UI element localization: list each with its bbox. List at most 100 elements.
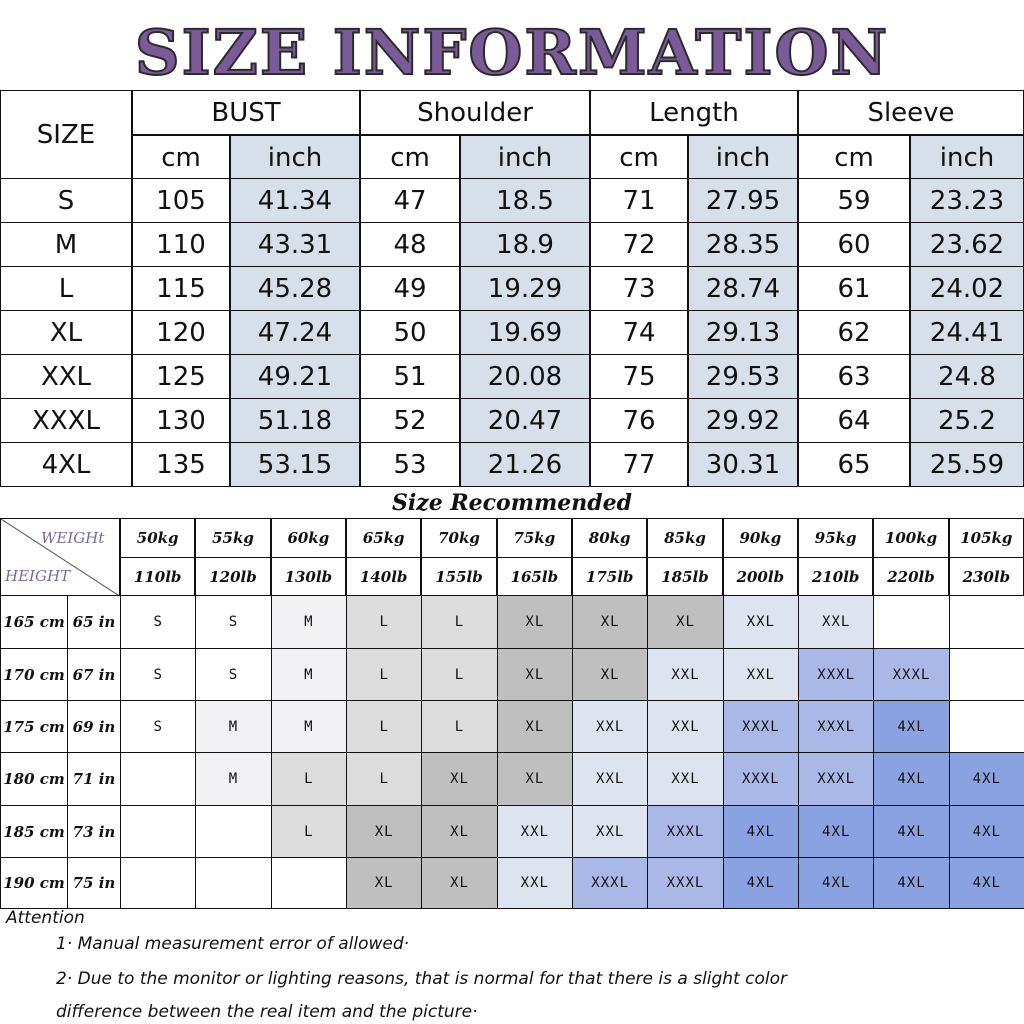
unit-header: cm: [798, 135, 910, 180]
recommended-size: XXXL: [798, 752, 875, 806]
recommended-size: 4XL: [873, 857, 950, 909]
recommended-size: S: [120, 648, 197, 701]
unit-header: inch: [460, 135, 590, 180]
recommended-size: L: [270, 805, 347, 858]
recommended-size: XL: [421, 857, 498, 909]
measurement: 130: [132, 398, 230, 443]
corner-diagonal: [1, 519, 121, 597]
attention-note: 1· Manual measurement error of allowed·: [56, 934, 410, 954]
measurement: 71: [590, 178, 688, 223]
recommended-size: M: [195, 752, 272, 806]
weight-lb: 200lb: [722, 557, 798, 596]
height-label: HEIGHT: [5, 567, 71, 585]
recommended-size: 4XL: [948, 805, 1024, 858]
recommended-size: [195, 857, 272, 909]
measurement: 49: [360, 266, 460, 311]
measurement: 51: [360, 354, 460, 399]
measurement: 53: [360, 442, 460, 487]
height-in: 71 in: [67, 752, 121, 806]
recommended-size: XXL: [572, 752, 649, 806]
group-header: Length: [590, 90, 798, 135]
recommended-size: XXXL: [722, 752, 799, 806]
recommended-size: L: [421, 700, 498, 753]
recommended-size: 4XL: [722, 805, 799, 858]
recommended-size: M: [270, 648, 347, 701]
measurement: 120: [132, 310, 230, 355]
measurement: 21.26: [460, 442, 590, 487]
measurement: 62: [798, 310, 910, 355]
unit-header: inch: [910, 135, 1024, 180]
weight-lb: 140lb: [346, 557, 422, 596]
measurement: 28.35: [688, 222, 798, 267]
weight-kg: 85kg: [647, 518, 723, 558]
unit-header: cm: [132, 135, 230, 180]
recommended-size: XXXL: [722, 700, 799, 753]
recommended-size: 4XL: [873, 805, 950, 858]
attention-note: difference between the real item and the…: [56, 1002, 478, 1022]
recommended-size: XL: [647, 595, 724, 649]
recommended-size: S: [120, 595, 197, 649]
recommended-size: S: [120, 700, 197, 753]
measurement: 18.5: [460, 178, 590, 223]
recommended-size: XL: [572, 595, 649, 649]
height-in: 69 in: [67, 700, 121, 753]
size-label: XXXL: [0, 398, 132, 443]
group-header: Sleeve: [798, 90, 1024, 135]
weight-label: WEIGHt: [41, 529, 105, 547]
unit-header: inch: [230, 135, 360, 180]
recommended-size: XXL: [496, 805, 573, 858]
recommended-size: XXXL: [647, 857, 724, 909]
measurement: 27.95: [688, 178, 798, 223]
recommended-size: [948, 595, 1024, 649]
recommended-size: XL: [496, 595, 573, 649]
measurement: 28.74: [688, 266, 798, 311]
recommended-size: 4XL: [948, 857, 1024, 909]
measurement: 25.2: [910, 398, 1024, 443]
recommended-size: XXXL: [572, 857, 649, 909]
height-cm: 165 cm: [0, 595, 68, 649]
recommended-size: XL: [496, 700, 573, 753]
recommended-size: M: [195, 700, 272, 753]
recommended-size: [873, 595, 950, 649]
recommended-size: XL: [421, 752, 498, 806]
recommended-size: [948, 700, 1024, 753]
size-header: SIZE: [0, 90, 132, 180]
weight-lb: 210lb: [798, 557, 874, 596]
measurement: 23.23: [910, 178, 1024, 223]
recommended-size: 4XL: [873, 752, 950, 806]
measurement: 51.18: [230, 398, 360, 443]
recommended-size: [948, 648, 1024, 701]
measurement: 74: [590, 310, 688, 355]
recommended-size: XXXL: [873, 648, 950, 701]
recommended-size: M: [270, 700, 347, 753]
weight-kg: 75kg: [496, 518, 572, 558]
recommended-size: XL: [496, 648, 573, 701]
measurement: 25.59: [910, 442, 1024, 487]
unit-header: cm: [360, 135, 460, 180]
weight-kg: 70kg: [421, 518, 497, 558]
recommended-size: L: [346, 595, 423, 649]
weight-kg: 90kg: [722, 518, 798, 558]
size-label: M: [0, 222, 132, 267]
recommended-size: XXL: [496, 857, 573, 909]
weight-lb: 110lb: [120, 557, 196, 596]
recommended-size: XL: [496, 752, 573, 806]
recommended-size: XXL: [798, 595, 875, 649]
measurement: 19.69: [460, 310, 590, 355]
measurement: 125: [132, 354, 230, 399]
recommended-size: 4XL: [798, 805, 875, 858]
recommended-size: [195, 805, 272, 858]
weight-kg: 65kg: [346, 518, 422, 558]
measurement: 29.53: [688, 354, 798, 399]
size-label: S: [0, 178, 132, 223]
measurement: 105: [132, 178, 230, 223]
measurement: 20.08: [460, 354, 590, 399]
weight-lb: 120lb: [195, 557, 271, 596]
measurement: 53.15: [230, 442, 360, 487]
measurement: 47.24: [230, 310, 360, 355]
weight-kg: 55kg: [195, 518, 271, 558]
measurement: 20.47: [460, 398, 590, 443]
recommended-size: XXL: [722, 595, 799, 649]
recommended-size: L: [270, 752, 347, 806]
